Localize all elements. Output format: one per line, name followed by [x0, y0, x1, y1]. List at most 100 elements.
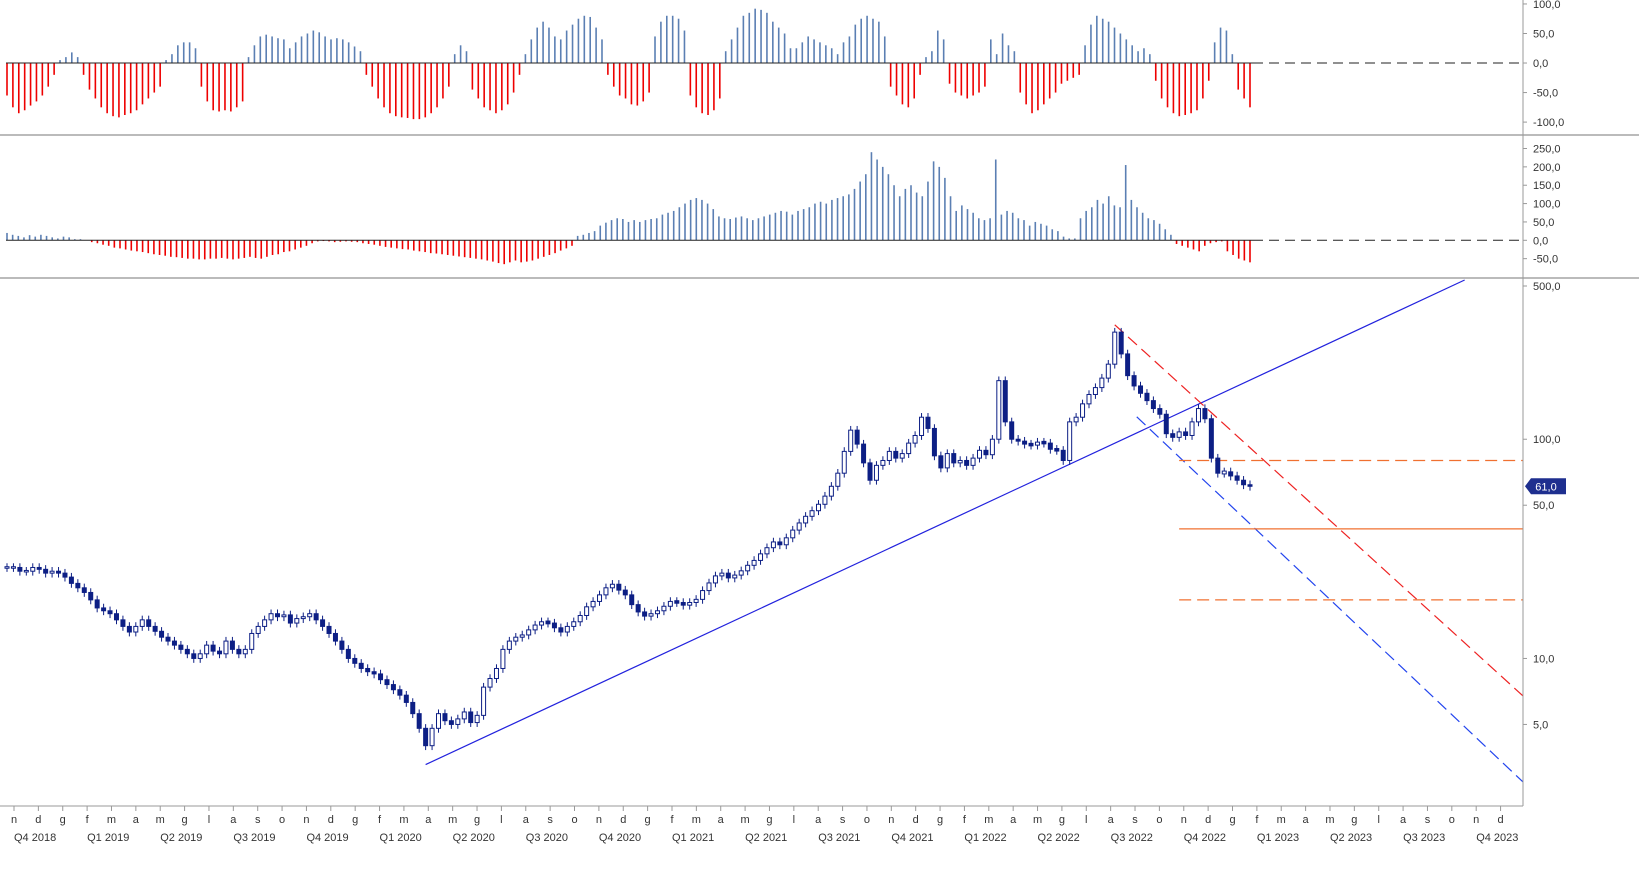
candle-body — [56, 570, 62, 574]
candle-body — [564, 625, 570, 633]
candle-body — [358, 662, 364, 669]
x-month-label: o — [279, 814, 285, 826]
x-month-label: a — [230, 814, 237, 826]
top-oscillator-y-tick-label: 100,0 — [1533, 0, 1561, 11]
candle-body — [390, 684, 396, 691]
candle-body — [1105, 363, 1111, 379]
panel-middle-oscillator — [6, 152, 1523, 265]
candle-body — [989, 438, 995, 456]
candle-body — [539, 621, 545, 626]
x-month-label: a — [1010, 814, 1017, 826]
candle-body — [178, 644, 184, 650]
x-month-label: s — [255, 814, 261, 826]
candle-body — [94, 599, 100, 609]
x-quarter-label: Q1 2022 — [964, 832, 1006, 844]
candle-body — [493, 667, 499, 680]
x-quarter-label: Q3 2022 — [1111, 832, 1153, 844]
candle-body — [1138, 385, 1144, 394]
middle-oscillator-y-tick-label: 200,0 — [1533, 162, 1561, 174]
candle-body — [68, 576, 74, 584]
candle-body — [1221, 470, 1227, 475]
x-month-label: m — [1325, 814, 1334, 826]
candle-body — [17, 566, 23, 572]
candle-body — [468, 711, 474, 724]
candle-body — [397, 689, 403, 696]
price-y-tick-label: 10,0 — [1533, 653, 1554, 665]
candle-body — [1157, 408, 1163, 415]
x-quarter-label: Q2 2020 — [453, 832, 495, 844]
candle-body — [635, 604, 641, 613]
candle-body — [1170, 433, 1176, 438]
x-month-label: g — [60, 814, 66, 826]
candle-body — [906, 442, 912, 455]
top-oscillator-y-tick-label: -100,0 — [1533, 117, 1564, 129]
candle-body — [204, 644, 210, 655]
x-quarter-label: Q3 2023 — [1403, 832, 1445, 844]
price-y-tick-label: 50,0 — [1533, 500, 1554, 512]
x-quarter-label: Q1 2023 — [1257, 832, 1299, 844]
candle-body — [751, 559, 757, 566]
candle-body — [81, 587, 87, 593]
candle-body — [75, 582, 81, 589]
uptrend-line — [425, 279, 1465, 766]
candle-body — [867, 462, 873, 481]
x-month-label: l — [500, 814, 502, 826]
candle-body — [977, 449, 983, 459]
x-month-label: m — [741, 814, 750, 826]
x-quarter-label: Q4 2020 — [599, 832, 641, 844]
candle-body — [886, 450, 892, 461]
candle-body — [461, 711, 467, 720]
candle-body — [706, 582, 712, 592]
top-oscillator-y-tick-label: 50,0 — [1533, 28, 1554, 40]
x-month-label: d — [328, 814, 334, 826]
candle-body — [4, 566, 10, 569]
candle-body — [861, 443, 867, 464]
candle-body — [1054, 448, 1060, 452]
y-axis: 100,0 50,0 0,0 -50,0 -100,0 250,0 200,0 150,0 10… — [0, 0, 1639, 806]
candle-body — [571, 621, 577, 627]
candle-body — [1183, 431, 1189, 436]
candle-body — [120, 619, 126, 627]
candle-body — [545, 620, 551, 625]
candle-body — [822, 495, 828, 505]
panel-price — [4, 279, 1524, 783]
middle-oscillator-y-tick-label: 50,0 — [1533, 217, 1554, 229]
x-month-label: m — [692, 814, 701, 826]
candle-body — [249, 632, 255, 650]
x-quarter-label: Q4 2023 — [1476, 832, 1518, 844]
candle-body — [873, 464, 879, 481]
middle-oscillator-y-tick-label: 250,0 — [1533, 144, 1561, 156]
candle-body — [1028, 442, 1034, 447]
candle-body — [893, 450, 899, 459]
candle-body — [815, 503, 821, 512]
candle-body — [648, 613, 654, 617]
candle-body — [36, 566, 42, 570]
candle-body — [661, 605, 667, 612]
x-month-label: a — [133, 814, 140, 826]
candle-body — [1015, 438, 1021, 442]
candle-body — [796, 522, 802, 531]
candle-body — [146, 619, 152, 627]
candle-body — [758, 553, 764, 561]
candle-body — [1150, 400, 1156, 410]
candle-body — [88, 591, 94, 601]
x-quarter-label: Q1 2021 — [672, 832, 714, 844]
candle-body — [1060, 449, 1066, 461]
panel-top-oscillator — [6, 8, 1523, 120]
x-month-label: g — [937, 814, 943, 826]
candle-body — [854, 429, 860, 445]
top-oscillator-y-tick-label: 0,0 — [1533, 58, 1548, 70]
x-quarter-label: Q1 2020 — [380, 832, 422, 844]
candle-body — [783, 537, 789, 546]
candle-body — [609, 583, 615, 589]
candle-body — [474, 714, 480, 724]
x-quarter-label: Q4 2021 — [891, 832, 933, 844]
candle-body — [197, 653, 203, 659]
candle-body — [313, 613, 319, 621]
x-month-label: o — [571, 814, 577, 826]
candle-body — [159, 630, 165, 638]
last-price-label: 61,0 — [1535, 481, 1556, 493]
x-month-label: n — [1181, 814, 1187, 826]
downtrend-upper-line — [1114, 324, 1524, 697]
